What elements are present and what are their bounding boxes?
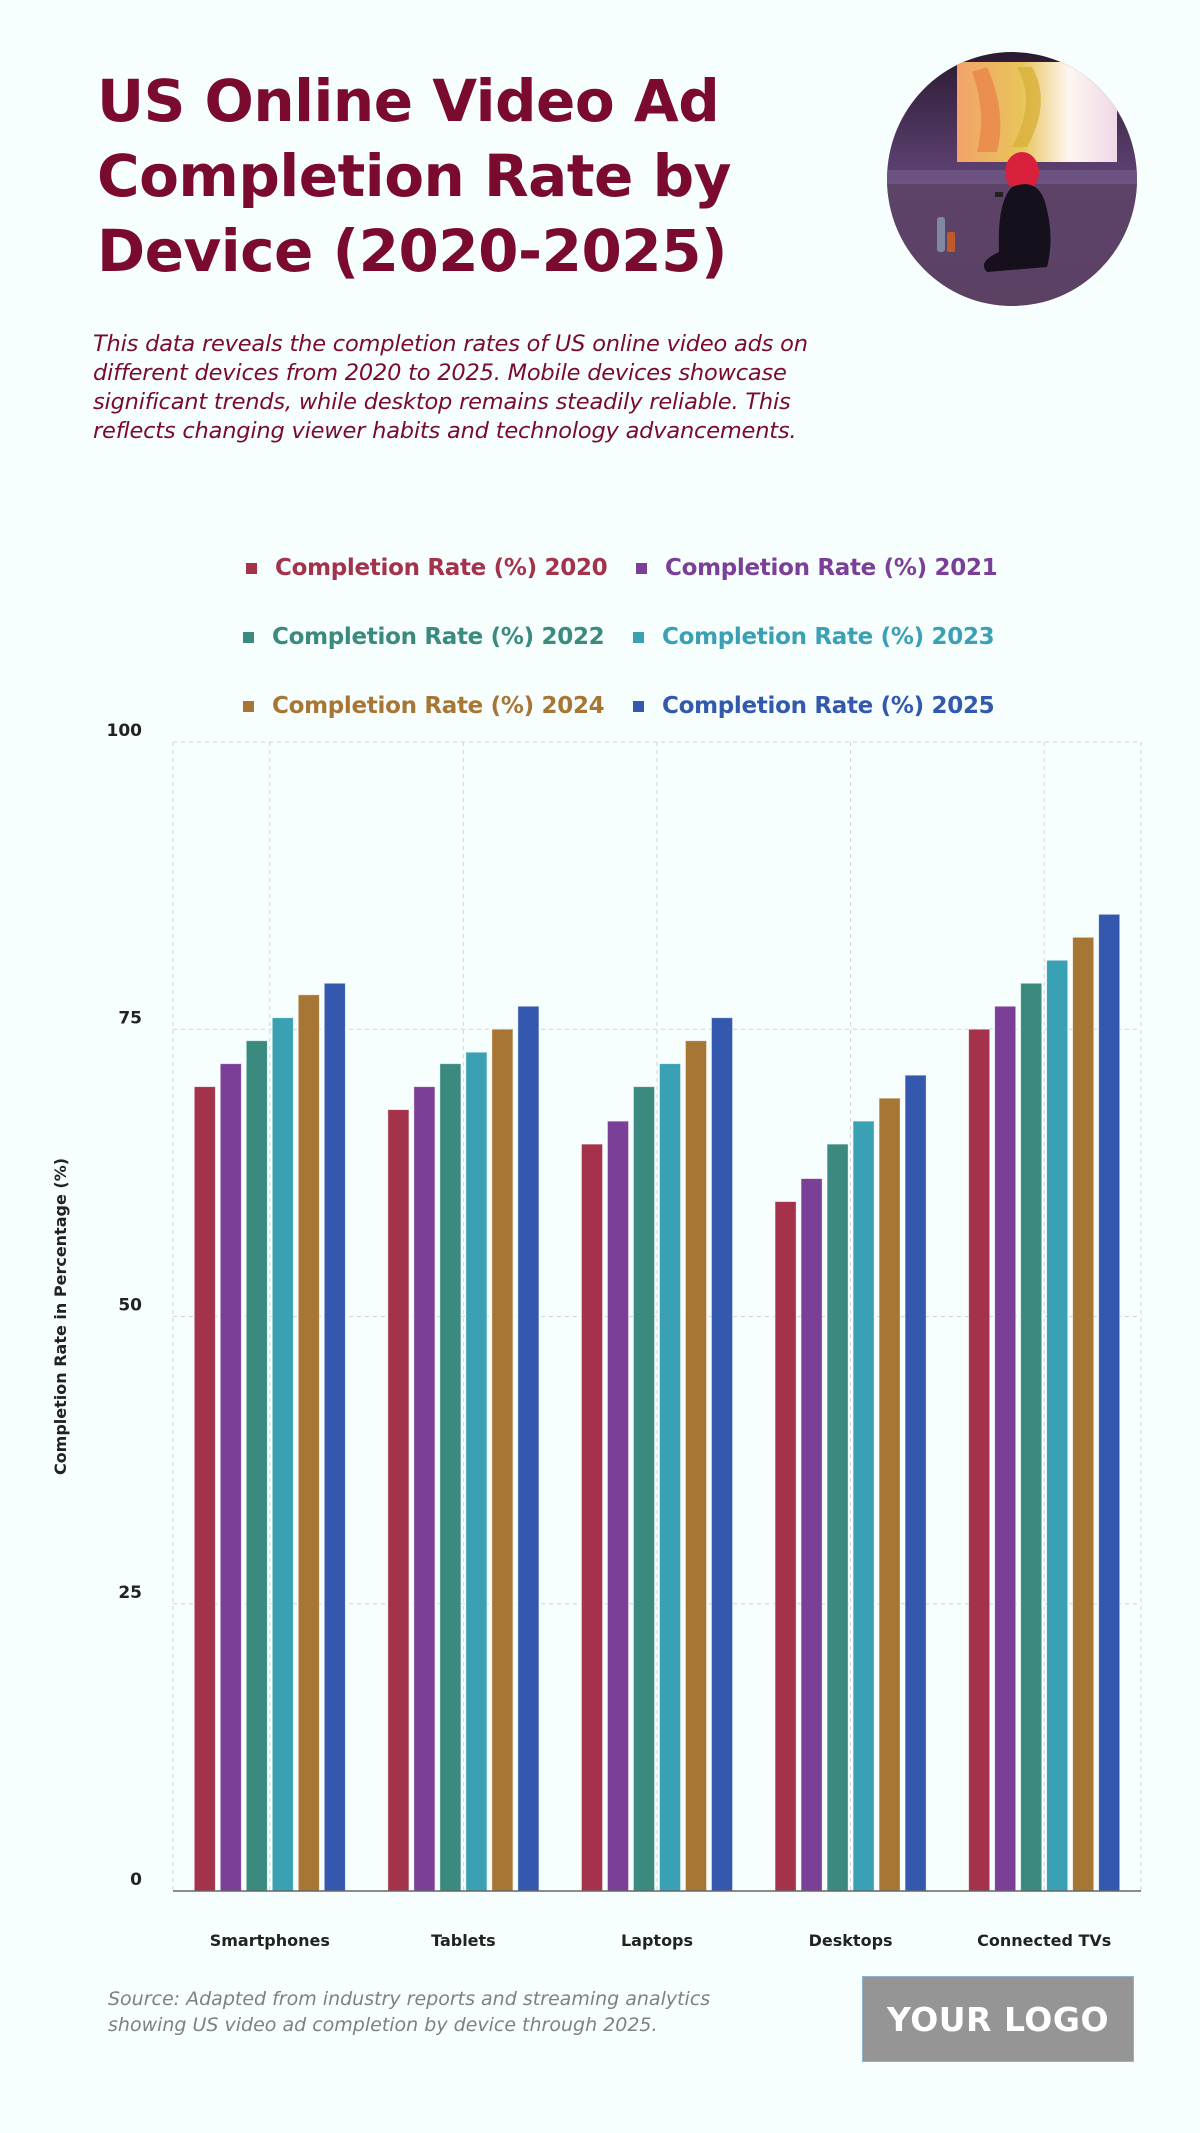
y-tick-label: 100	[107, 721, 143, 741]
source-note: Source: Adapted from industry reports an…	[108, 1986, 808, 2038]
title-line: US Online Video Ad	[97, 67, 720, 135]
y-axis-label: Completion Rate in Percentage (%)	[51, 1158, 70, 1475]
bar-connected-tvs-2024: Connected TVs — Completion Rate (%) 2024…	[1072, 936, 1095, 1892]
legend-item-2023[interactable]: Completion Rate (%) 2023	[633, 624, 995, 650]
source-line: Source: Adapted from industry reports an…	[108, 1988, 711, 2010]
bar-tablets-2025: Tablets — Completion Rate (%) 2025: 77	[517, 1005, 540, 1892]
legend-label-2024: Completion Rate (%) 2024	[272, 693, 605, 719]
bar-desktops-2021: Desktops — Completion Rate (%) 2021: 62	[800, 1178, 823, 1892]
bar-desktops-2020: Desktops — Completion Rate (%) 2020: 60	[774, 1201, 797, 1892]
x-axis-ticks: Smartphones Tablets Laptops Desktops Connect…	[210, 1931, 1112, 1950]
bar-desktops-2024: Desktops — Completion Rate (%) 2024: 69	[878, 1097, 901, 1892]
bar-smartphones-2022: Smartphones — Completion Rate (%) 2022: …	[245, 1040, 268, 1892]
legend-swatch-2024	[243, 700, 254, 712]
bar-smartphones-2023: Smartphones — Completion Rate (%) 2023: …	[271, 1017, 294, 1892]
legend-item-2020[interactable]: Completion Rate (%) 2020	[246, 555, 608, 581]
legend-label-2021: Completion Rate (%) 2021	[665, 555, 998, 581]
bar-smartphones-2025: Smartphones — Completion Rate (%) 2025: …	[323, 982, 346, 1892]
legend-label-2020: Completion Rate (%) 2020	[275, 555, 608, 581]
bar-desktops-2023: Desktops — Completion Rate (%) 2023: 67	[852, 1120, 875, 1892]
y-tick-label: 0	[130, 1870, 142, 1890]
legend-item-2022[interactable]: Completion Rate (%) 2022	[243, 624, 605, 650]
x-tick-label: Laptops	[621, 1931, 693, 1950]
bar-connected-tvs-2022: Connected TVs — Completion Rate (%) 2022…	[1020, 982, 1043, 1892]
legend-label-2025: Completion Rate (%) 2025	[662, 693, 995, 719]
bar-smartphones-2020: Smartphones — Completion Rate (%) 2020: …	[193, 1086, 216, 1892]
description-line: reflects changing viewer habits and tech…	[93, 418, 797, 444]
logo-placeholder: YOUR LOGO	[862, 1976, 1134, 2062]
bar-tablets-2024: Tablets — Completion Rate (%) 2024: 75	[491, 1028, 514, 1892]
bar-laptops-2022: Laptops — Completion Rate (%) 2022: 70	[633, 1086, 655, 1892]
bar-connected-tvs-2023: Connected TVs — Completion Rate (%) 2023…	[1046, 959, 1069, 1892]
description-line: significant trends, while desktop remain…	[93, 389, 791, 415]
chart-bars: Smartphones — Completion Rate (%) 2020: …	[193, 913, 1121, 1892]
source-line: showing US video ad completion by device…	[108, 2014, 658, 2036]
bar-connected-tvs-2021: Connected TVs — Completion Rate (%) 2021…	[994, 1005, 1017, 1892]
header-photo	[887, 52, 1137, 306]
legend-swatch-2020	[246, 562, 257, 574]
bar-laptops-2020: Laptops — Completion Rate (%) 2020: 65	[581, 1143, 603, 1892]
legend-swatch-2022	[243, 631, 254, 643]
y-tick-label: 75	[118, 1008, 142, 1028]
bar-tablets-2021: Tablets — Completion Rate (%) 2021: 70	[413, 1086, 436, 1892]
bar-smartphones-2024: Smartphones — Completion Rate (%) 2024: …	[297, 994, 320, 1892]
x-tick-label: Desktops	[809, 1931, 893, 1950]
title-line: Completion Rate by	[97, 142, 731, 210]
bar-laptops-2025: Laptops — Completion Rate (%) 2025: 76	[711, 1017, 733, 1892]
bar-laptops-2023: Laptops — Completion Rate (%) 2023: 72	[659, 1063, 681, 1892]
description: This data reveals the completion rates o…	[93, 330, 883, 446]
y-tick-label: 50	[118, 1296, 142, 1316]
bar-tablets-2023: Tablets — Completion Rate (%) 2023: 73	[465, 1051, 488, 1892]
bar-connected-tvs-2020: Connected TVs — Completion Rate (%) 2020…	[968, 1028, 991, 1892]
x-tick-label: Tablets	[431, 1931, 496, 1950]
title-line: Device (2020-2025)	[97, 217, 728, 285]
bar-connected-tvs-2025: Connected TVs — Completion Rate (%) 2025…	[1098, 913, 1121, 1892]
legend-item-2025[interactable]: Completion Rate (%) 2025	[633, 693, 995, 719]
x-tick-label: Connected TVs	[977, 1931, 1111, 1950]
legend-swatch-2025	[633, 700, 644, 712]
legend-label-2023: Completion Rate (%) 2023	[662, 624, 995, 650]
bar-tablets-2022: Tablets — Completion Rate (%) 2022: 72	[439, 1063, 462, 1892]
logo-text: YOUR LOGO	[886, 1999, 1109, 2039]
y-axis-ticks: 0 25 50 75 100	[107, 721, 143, 1890]
x-tick-label: Smartphones	[210, 1931, 330, 1950]
bar-smartphones-2021: Smartphones — Completion Rate (%) 2021: …	[219, 1063, 242, 1892]
bar-laptops-2024: Laptops — Completion Rate (%) 2024: 74	[685, 1040, 707, 1892]
bar-laptops-2021: Laptops — Completion Rate (%) 2021: 67	[607, 1120, 629, 1892]
bar-desktops-2025: Desktops — Completion Rate (%) 2025: 71	[904, 1074, 927, 1892]
description-line: different devices from 2020 to 2025. Mob…	[93, 360, 787, 386]
bar-desktops-2022: Desktops — Completion Rate (%) 2022: 65	[826, 1143, 849, 1892]
legend-swatch-2023	[633, 631, 644, 643]
person-with-phone-image	[887, 52, 1137, 306]
legend-swatch-2021	[636, 562, 647, 574]
page-title: US Online Video Ad Completion Rate by De…	[97, 64, 857, 289]
legend-item-2021[interactable]: Completion Rate (%) 2021	[636, 555, 998, 581]
y-tick-label: 25	[118, 1583, 142, 1603]
legend-item-2024[interactable]: Completion Rate (%) 2024	[243, 693, 605, 719]
description-line: This data reveals the completion rates o…	[93, 331, 808, 357]
legend-label-2022: Completion Rate (%) 2022	[272, 624, 605, 650]
bar-tablets-2020: Tablets — Completion Rate (%) 2020: 68	[387, 1109, 410, 1892]
